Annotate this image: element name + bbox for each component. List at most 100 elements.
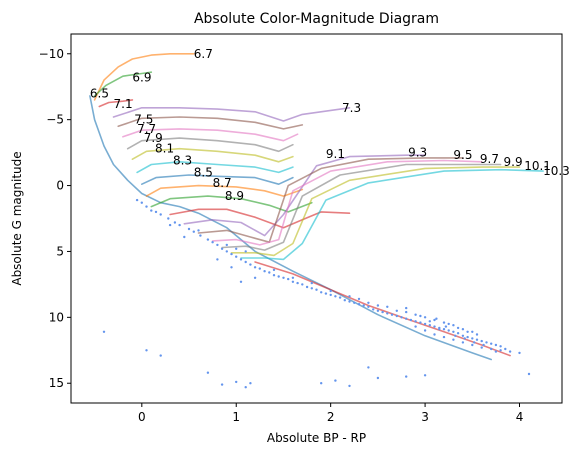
isochrone-line-extra-20	[254, 261, 511, 357]
isochrone-line-8-9	[150, 195, 313, 213]
star-point	[405, 317, 408, 320]
isochrone-line-7-9	[126, 137, 294, 153]
star-point	[310, 287, 313, 290]
isochrone-line-9-9	[221, 163, 502, 251]
star-point	[466, 335, 469, 339]
isochrone-label: 6.9	[132, 71, 151, 85]
x-axis-label: Absolute BP - RP	[267, 431, 366, 445]
isochrone-labels: 6.7 6.9 6.5 7.1 7.3 7.57.77.98.18.38.58.78.9 9…	[90, 47, 570, 203]
isochrone-label: 10.1	[524, 159, 551, 173]
star-point	[145, 349, 148, 352]
star-point	[386, 312, 389, 315]
star-point	[480, 346, 483, 349]
star-point	[405, 306, 408, 310]
star-point	[140, 201, 143, 204]
star-point	[471, 343, 474, 347]
star-point	[230, 252, 233, 256]
star-point	[475, 338, 479, 341]
y-tick-label: 15	[49, 376, 64, 390]
star-point	[381, 310, 384, 314]
star-point	[419, 314, 422, 318]
star-point	[419, 321, 422, 324]
isochrone-label: 9.1	[326, 147, 345, 161]
star-point	[442, 328, 446, 331]
star-point	[225, 250, 228, 253]
star-point	[414, 313, 417, 316]
star-point	[357, 303, 361, 306]
star-point	[154, 210, 158, 214]
star-point	[258, 267, 261, 270]
isochrone-line-9-5	[197, 157, 464, 243]
isochrone-label: 10.3	[543, 164, 570, 178]
star-point	[235, 255, 238, 258]
isochrone-line-8-1	[131, 147, 294, 163]
star-point	[482, 343, 485, 347]
star-point	[423, 316, 427, 319]
star-point	[329, 293, 332, 297]
star-point	[504, 347, 507, 351]
star-point	[463, 337, 466, 340]
isochrone-label: 9.7	[480, 152, 499, 166]
star-point	[277, 275, 280, 278]
isochrone-label: 8.9	[225, 189, 244, 203]
x-tick-label: 2	[327, 410, 335, 424]
star-point	[494, 350, 498, 353]
star-point	[357, 297, 361, 301]
star-point	[461, 328, 465, 331]
star-point	[334, 295, 337, 298]
y-tick-label: −5	[46, 113, 64, 127]
star-point	[334, 379, 337, 382]
star-point	[376, 304, 380, 307]
star-point	[395, 309, 398, 312]
isochrone-lines	[89, 53, 544, 361]
isochrone-line-9-7	[211, 159, 483, 246]
star-point	[490, 342, 493, 345]
isochrone-line-6-5	[89, 95, 492, 361]
isochrone-line-7-3	[112, 107, 351, 122]
y-tick-label: 5	[56, 244, 64, 258]
star-point	[414, 325, 417, 328]
star-point	[102, 330, 106, 333]
star-point	[433, 318, 436, 322]
star-point	[150, 209, 153, 212]
star-point	[461, 334, 465, 337]
star-point	[192, 230, 195, 233]
star-point	[253, 276, 257, 279]
isochrone-label: 7.9	[144, 131, 163, 145]
star-point	[173, 221, 177, 224]
star-point	[386, 305, 389, 308]
star-point	[291, 276, 295, 279]
star-point	[348, 300, 351, 303]
star-point	[499, 349, 502, 352]
star-point	[405, 375, 408, 378]
x-tick-label: 4	[516, 410, 524, 424]
star-point	[452, 330, 455, 333]
star-point	[456, 332, 460, 335]
star-point	[423, 374, 427, 377]
star-point	[348, 295, 351, 298]
isochrone-label: 7.3	[342, 101, 361, 115]
star-point	[447, 322, 450, 326]
star-point	[367, 305, 370, 308]
star-point	[168, 223, 172, 227]
isochrone-line-6-9	[93, 71, 153, 97]
isochrone-label: 7.5	[134, 113, 153, 127]
isochrone-label: 6.7	[194, 47, 213, 61]
star-point	[338, 296, 342, 299]
star-point	[423, 329, 427, 332]
star-point	[454, 334, 457, 337]
star-point	[268, 271, 271, 274]
star-point	[253, 266, 257, 269]
star-point	[244, 250, 247, 253]
star-point	[197, 229, 200, 232]
isochrone-label: 9.3	[408, 146, 427, 160]
star-point	[480, 339, 483, 343]
star-point	[456, 326, 460, 330]
star-point	[239, 258, 243, 261]
isochrone-label: 9.5	[453, 148, 472, 162]
isochrone-label: 9.9	[504, 155, 523, 169]
star-point	[220, 247, 224, 250]
star-point	[249, 263, 252, 266]
star-point	[433, 333, 436, 336]
